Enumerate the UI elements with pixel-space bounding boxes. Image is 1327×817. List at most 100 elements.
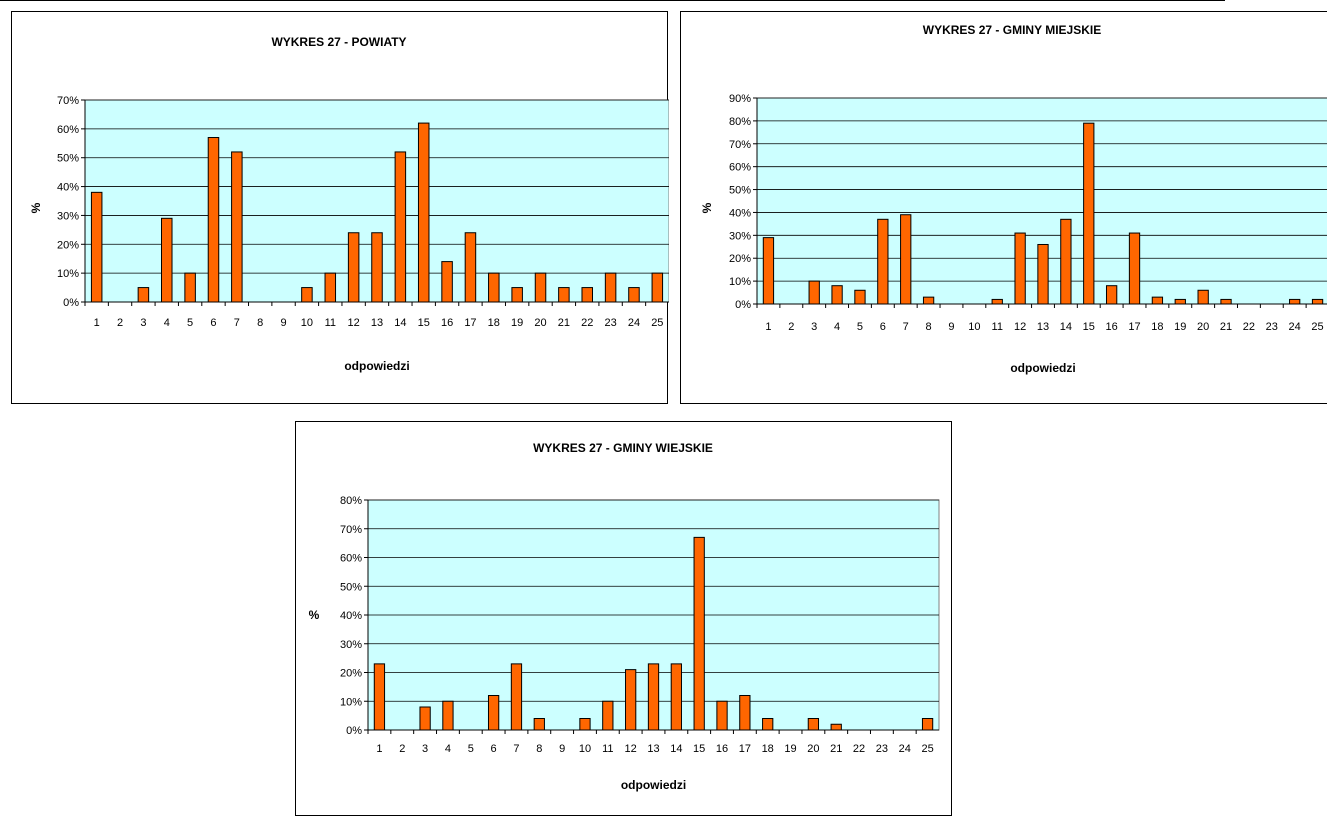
bar <box>441 261 453 303</box>
x-tick-label: 1 <box>94 317 100 329</box>
x-tick-label: 4 <box>164 317 170 329</box>
x-tick-label: 9 <box>280 317 286 329</box>
bar <box>830 723 842 731</box>
bar <box>831 285 843 305</box>
x-tick-label: 11 <box>602 743 613 755</box>
x-tick-label: 19 <box>511 317 523 329</box>
bar <box>90 191 103 303</box>
x-tick-label: 16 <box>441 317 453 329</box>
bar <box>877 218 889 305</box>
bar <box>207 137 220 303</box>
x-tick-label: 14 <box>394 317 406 329</box>
bar <box>762 237 775 305</box>
bar <box>921 718 934 731</box>
bar <box>442 700 454 731</box>
x-tick-label: 21 <box>558 317 570 329</box>
bar <box>625 669 637 731</box>
x-tick-label: 18 <box>1151 321 1163 333</box>
x-tick-label: 13 <box>647 743 659 755</box>
x-tick-label: 20 <box>1197 321 1209 333</box>
bar <box>579 718 591 731</box>
y-tick-label: 30% <box>729 230 751 242</box>
x-tick-label: 13 <box>371 317 383 329</box>
chart-panel-gminy-miejskie: WYKRES 27 - GMINY MIEJSKIE 0% 10% 20% 30% 40%… <box>680 11 1327 404</box>
bar <box>807 718 820 731</box>
bar <box>647 663 660 731</box>
x-tick-label: 3 <box>140 317 146 329</box>
bar <box>1037 243 1049 305</box>
x-tick-label: 17 <box>464 317 476 329</box>
x-tick-label: 10 <box>301 317 313 329</box>
bar <box>1174 298 1186 305</box>
bar <box>373 663 386 731</box>
bar <box>581 287 593 303</box>
x-tick-label: 3 <box>422 743 428 755</box>
bar <box>161 217 173 303</box>
x-tick-label: 6 <box>210 317 216 329</box>
bar <box>510 663 523 731</box>
bar <box>324 272 337 303</box>
bar <box>488 272 500 303</box>
y-tick-label: 40% <box>340 610 362 622</box>
y-tick-label: 90% <box>729 93 751 105</box>
y-tick-label: 80% <box>729 116 751 128</box>
y-axis-label: % <box>29 202 43 213</box>
bar <box>693 536 705 731</box>
x-tick-label: 17 <box>739 743 751 755</box>
y-axis-label: % <box>700 202 714 213</box>
y-tick-label: 30% <box>57 210 79 222</box>
y-tick-label: 30% <box>340 639 362 651</box>
y-tick-label: 50% <box>340 581 362 593</box>
x-tick-label: 6 <box>880 321 886 333</box>
bar <box>534 272 547 303</box>
chart-title: WYKRES 27 - GMINY WIEJSKIE <box>533 441 713 455</box>
bar <box>347 232 360 303</box>
x-tick-label: 7 <box>513 743 519 755</box>
top-border-line <box>0 0 1225 1</box>
chart-gminy-wiejskie: WYKRES 27 - GMINY WIEJSKIE 0% 10% 20% 30% 40%… <box>309 441 940 792</box>
bar <box>1220 298 1232 305</box>
x-tick-label: 23 <box>1266 321 1278 333</box>
y-tick-label: 20% <box>729 253 751 265</box>
y-tick-label: 40% <box>729 207 751 219</box>
x-tick-label: 8 <box>926 321 932 333</box>
bar <box>1311 298 1324 305</box>
bar <box>1060 218 1072 305</box>
bar <box>900 214 912 305</box>
bar <box>1197 289 1209 305</box>
bar <box>231 151 243 303</box>
y-tick-label: 60% <box>729 162 751 174</box>
x-tick-label: 23 <box>876 743 888 755</box>
x-tick-label: 6 <box>491 743 497 755</box>
x-tick-label: 24 <box>899 743 911 755</box>
y-tick-label: 50% <box>57 153 79 165</box>
x-tick-label: 15 <box>693 743 705 755</box>
bar <box>670 663 682 731</box>
x-tick-label: 16 <box>716 743 728 755</box>
bar <box>419 706 431 731</box>
y-tick-label: 20% <box>340 668 362 680</box>
y-tick-label: 10% <box>57 268 79 280</box>
x-tick-label: 9 <box>948 321 954 333</box>
bar <box>417 122 430 303</box>
chart-panel-powiaty: WYKRES 27 - POWIATY 0% 10% 20% 30% 40% 50% 60% 7… <box>11 11 669 404</box>
bar <box>991 298 1003 305</box>
x-tick-label: 10 <box>579 743 591 755</box>
bar <box>604 272 617 303</box>
x-tick-label: 12 <box>348 317 360 329</box>
chart-title: WYKRES 27 - POWIATY <box>271 35 406 49</box>
y-tick-label: 70% <box>57 95 79 107</box>
bar <box>1105 285 1118 305</box>
bar <box>1083 122 1095 305</box>
x-axis-label: odpowiedzi <box>1010 361 1075 375</box>
y-tick-label: 20% <box>57 239 79 251</box>
y-axis-label: % <box>309 608 320 622</box>
x-tick-label: 3 <box>811 321 817 333</box>
x-tick-label: 20 <box>807 743 819 755</box>
x-tick-label: 22 <box>853 743 865 755</box>
x-axis-label: odpowiedzi <box>344 359 409 373</box>
x-tick-label: 11 <box>992 321 1003 333</box>
y-tick-label: 0% <box>63 297 79 309</box>
x-tick-label: 7 <box>234 317 240 329</box>
bar <box>651 272 664 303</box>
